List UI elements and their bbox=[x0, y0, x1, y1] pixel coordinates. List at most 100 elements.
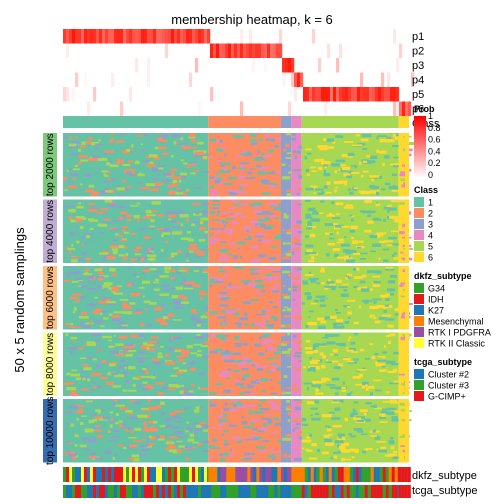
membership-noise bbox=[146, 344, 155, 347]
tcga-cell bbox=[259, 485, 263, 498]
membership-noise bbox=[168, 256, 172, 260]
prob-cell bbox=[63, 29, 67, 44]
membership-noise bbox=[67, 453, 77, 457]
membership-noise bbox=[159, 435, 165, 439]
membership-noise bbox=[80, 145, 86, 149]
dkfz-cell bbox=[147, 467, 151, 482]
membership-noise bbox=[148, 420, 156, 424]
membership-noise bbox=[375, 203, 380, 207]
membership-noise bbox=[199, 387, 209, 390]
membership-noise bbox=[282, 350, 291, 354]
membership-noise bbox=[66, 251, 70, 253]
membership-noise bbox=[348, 188, 351, 191]
membership-noise bbox=[94, 268, 102, 272]
membership-noise bbox=[71, 456, 76, 460]
membership-noise bbox=[212, 199, 220, 202]
membership-noise bbox=[244, 438, 254, 441]
membership-block bbox=[63, 199, 209, 263]
membership-noise bbox=[245, 359, 252, 363]
membership-noise bbox=[250, 259, 261, 263]
membership-noise bbox=[176, 440, 183, 443]
class-legend-swatch bbox=[414, 241, 424, 251]
membership-noise bbox=[101, 224, 106, 227]
tcga-cell bbox=[129, 485, 133, 498]
membership-noise bbox=[264, 309, 272, 312]
membership-noise bbox=[98, 277, 104, 281]
dkfz-cell bbox=[84, 467, 88, 482]
tcga-legend-label: G-CIMP+ bbox=[428, 392, 466, 402]
membership-noise bbox=[92, 310, 102, 314]
membership-noise bbox=[376, 191, 380, 196]
membership-noise bbox=[89, 239, 92, 242]
dkfz-cell bbox=[407, 467, 411, 482]
membership-noise bbox=[116, 159, 121, 163]
membership-noise bbox=[196, 323, 201, 328]
membership-noise bbox=[297, 316, 303, 320]
membership-noise bbox=[188, 390, 194, 393]
membership-noise bbox=[81, 369, 84, 374]
membership-noise bbox=[371, 243, 382, 247]
membership-noise bbox=[165, 353, 169, 358]
top-row-label: p1 bbox=[412, 31, 424, 43]
membership-noise bbox=[77, 347, 83, 350]
membership-noise bbox=[265, 349, 268, 353]
membership-noise bbox=[271, 170, 274, 173]
membership-noise bbox=[348, 249, 357, 254]
membership-noise bbox=[98, 232, 105, 234]
membership-noise bbox=[357, 143, 366, 146]
membership-noise bbox=[174, 349, 184, 353]
membership-noise bbox=[286, 189, 294, 193]
membership-noise bbox=[255, 269, 263, 272]
prob-cell bbox=[111, 72, 115, 87]
membership-noise bbox=[334, 440, 344, 444]
membership-noise bbox=[141, 408, 151, 412]
membership-block bbox=[280, 332, 292, 396]
membership-noise bbox=[221, 422, 227, 425]
membership-noise bbox=[100, 377, 108, 380]
tcga-cell bbox=[111, 485, 115, 498]
membership-noise bbox=[172, 133, 181, 138]
membership-noise bbox=[186, 231, 192, 234]
membership-noise bbox=[170, 168, 177, 172]
membership-noise bbox=[223, 430, 229, 433]
membership-noise bbox=[348, 347, 356, 352]
membership-noise bbox=[149, 268, 157, 271]
membership-noise bbox=[244, 457, 253, 460]
membership-noise bbox=[156, 137, 164, 140]
membership-noise bbox=[342, 358, 351, 361]
prob-cell bbox=[198, 101, 202, 116]
membership-noise bbox=[158, 167, 164, 170]
prob-cell bbox=[66, 87, 70, 102]
membership-noise bbox=[169, 220, 177, 223]
membership-noise bbox=[247, 385, 254, 389]
membership-noise bbox=[293, 315, 298, 319]
membership-noise bbox=[69, 392, 79, 397]
membership-noise bbox=[177, 142, 186, 146]
membership-noise bbox=[242, 301, 251, 304]
membership-noise bbox=[88, 157, 98, 161]
membership-noise bbox=[183, 162, 188, 165]
membership-noise bbox=[218, 373, 229, 377]
membership-noise bbox=[192, 221, 198, 224]
membership-noise bbox=[390, 363, 399, 366]
membership-noise bbox=[174, 420, 183, 423]
membership-noise bbox=[102, 317, 109, 320]
membership-noise bbox=[352, 417, 361, 420]
membership-noise bbox=[380, 446, 387, 450]
membership-noise bbox=[325, 361, 333, 364]
dkfz-cell bbox=[394, 467, 398, 482]
membership-noise bbox=[380, 410, 387, 414]
membership-noise bbox=[159, 293, 169, 296]
membership-noise bbox=[241, 416, 245, 419]
membership-noise bbox=[235, 383, 244, 386]
prob-cell bbox=[273, 43, 277, 58]
membership-noise bbox=[142, 439, 147, 441]
membership-noise bbox=[174, 431, 183, 434]
membership-noise bbox=[78, 279, 84, 281]
membership-noise bbox=[352, 408, 355, 411]
membership-noise bbox=[343, 206, 354, 209]
membership-noise bbox=[247, 412, 253, 415]
row-group-color-bar bbox=[43, 266, 57, 330]
membership-noise bbox=[344, 183, 348, 186]
prob-cell bbox=[402, 101, 406, 116]
